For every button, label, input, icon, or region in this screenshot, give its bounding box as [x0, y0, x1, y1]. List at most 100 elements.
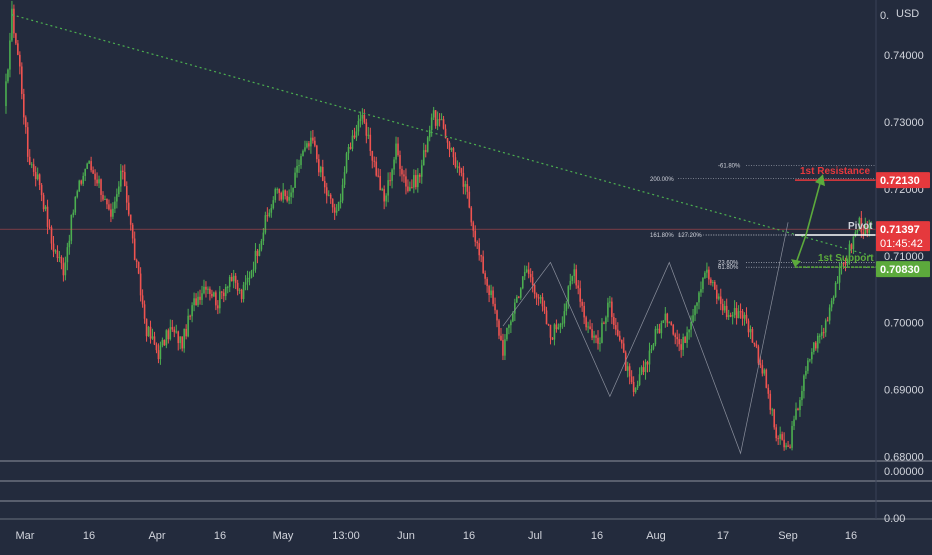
candle-body	[678, 339, 680, 345]
date-tick-label: 16	[591, 530, 603, 542]
candle-body	[518, 296, 520, 298]
candle-body	[717, 296, 720, 299]
candle-body	[92, 170, 94, 174]
candle-body	[54, 250, 57, 252]
candle-body	[90, 161, 92, 171]
candle-body	[676, 337, 678, 340]
resistance-arrowhead	[815, 174, 825, 187]
candle-body	[123, 172, 126, 187]
candle-body	[601, 322, 603, 343]
candle-body	[24, 117, 27, 128]
candle-body	[630, 376, 633, 383]
candle-body	[583, 305, 585, 318]
last-price-tag-bg	[876, 221, 930, 252]
candle-body	[674, 334, 677, 338]
candle-body	[286, 196, 288, 201]
candle-body	[680, 344, 682, 350]
candle-body	[464, 184, 467, 187]
candle-body	[605, 317, 607, 324]
candle-body	[56, 250, 59, 258]
candle-body	[405, 176, 407, 187]
date-tick-label: Apr	[148, 530, 165, 542]
candle-body	[13, 8, 15, 34]
candle-body	[640, 367, 643, 375]
candle-body	[310, 137, 312, 147]
candle-body	[710, 279, 712, 284]
candle-body	[15, 33, 17, 44]
candle-body	[698, 292, 700, 303]
candle-body	[44, 206, 47, 210]
candle-body	[498, 320, 500, 336]
candle-body	[706, 269, 708, 273]
candle-body	[312, 137, 314, 141]
candle-body	[836, 282, 839, 284]
candle-body	[419, 174, 421, 177]
candle-body	[48, 226, 51, 228]
candle-body	[282, 190, 284, 200]
pane3-tick-label: 0.00	[884, 513, 905, 525]
candle-body	[527, 269, 530, 274]
candle-body	[658, 328, 661, 334]
candle-body	[818, 335, 821, 337]
candle-body	[587, 326, 589, 328]
candle-body	[743, 314, 746, 319]
candle-body	[755, 344, 758, 347]
candle-body	[714, 281, 716, 290]
candle-body	[329, 194, 332, 199]
candle-body	[846, 260, 849, 265]
candle-body	[611, 301, 613, 318]
candle-body	[118, 186, 120, 195]
candle-body	[482, 256, 484, 274]
candle-body	[72, 212, 75, 215]
fib-label: 61.80%	[718, 265, 739, 271]
candle-body	[725, 305, 728, 318]
candle-body	[145, 318, 148, 337]
candle-body	[844, 263, 847, 265]
candle-body	[17, 43, 19, 55]
candle-body	[349, 147, 352, 149]
candle-body	[288, 196, 290, 201]
candle-body	[401, 168, 403, 175]
date-tick-label: 16	[845, 530, 857, 542]
candle-body	[345, 153, 348, 173]
candle-body	[23, 93, 25, 118]
candle-body	[561, 323, 564, 325]
candle-body	[415, 175, 417, 188]
candle-body	[207, 288, 209, 290]
candle-body	[159, 345, 162, 360]
candle-body	[848, 244, 851, 261]
candle-body	[644, 361, 647, 373]
candle-body	[298, 165, 300, 167]
candle-body	[205, 286, 207, 290]
candle-body	[191, 305, 193, 317]
candle-body	[696, 302, 698, 306]
price-tick-label: 0.73000	[884, 117, 924, 129]
candle-body	[153, 336, 156, 345]
candle-body	[490, 290, 492, 296]
candle-body	[666, 313, 669, 323]
candle-body	[864, 225, 867, 236]
candle-body	[260, 241, 263, 250]
candle-body	[609, 301, 611, 303]
candle-body	[335, 210, 338, 213]
candle-body	[585, 317, 587, 328]
candle-body	[799, 400, 801, 411]
candle-body	[424, 150, 427, 152]
candle-body	[203, 286, 205, 294]
candle-body	[397, 143, 399, 156]
candle-body	[181, 336, 183, 349]
candle-body	[102, 194, 104, 200]
candle-body	[617, 329, 619, 336]
resistance-label: 1st Resistance	[800, 166, 870, 177]
price-tick-label: 0.69000	[884, 385, 924, 397]
candle-body	[34, 171, 37, 180]
candle-body	[327, 194, 330, 196]
candle-body	[737, 311, 740, 319]
candle-body	[432, 110, 435, 118]
candle-body	[850, 244, 853, 250]
candle-body	[84, 168, 86, 176]
support-arrowhead	[791, 259, 801, 268]
